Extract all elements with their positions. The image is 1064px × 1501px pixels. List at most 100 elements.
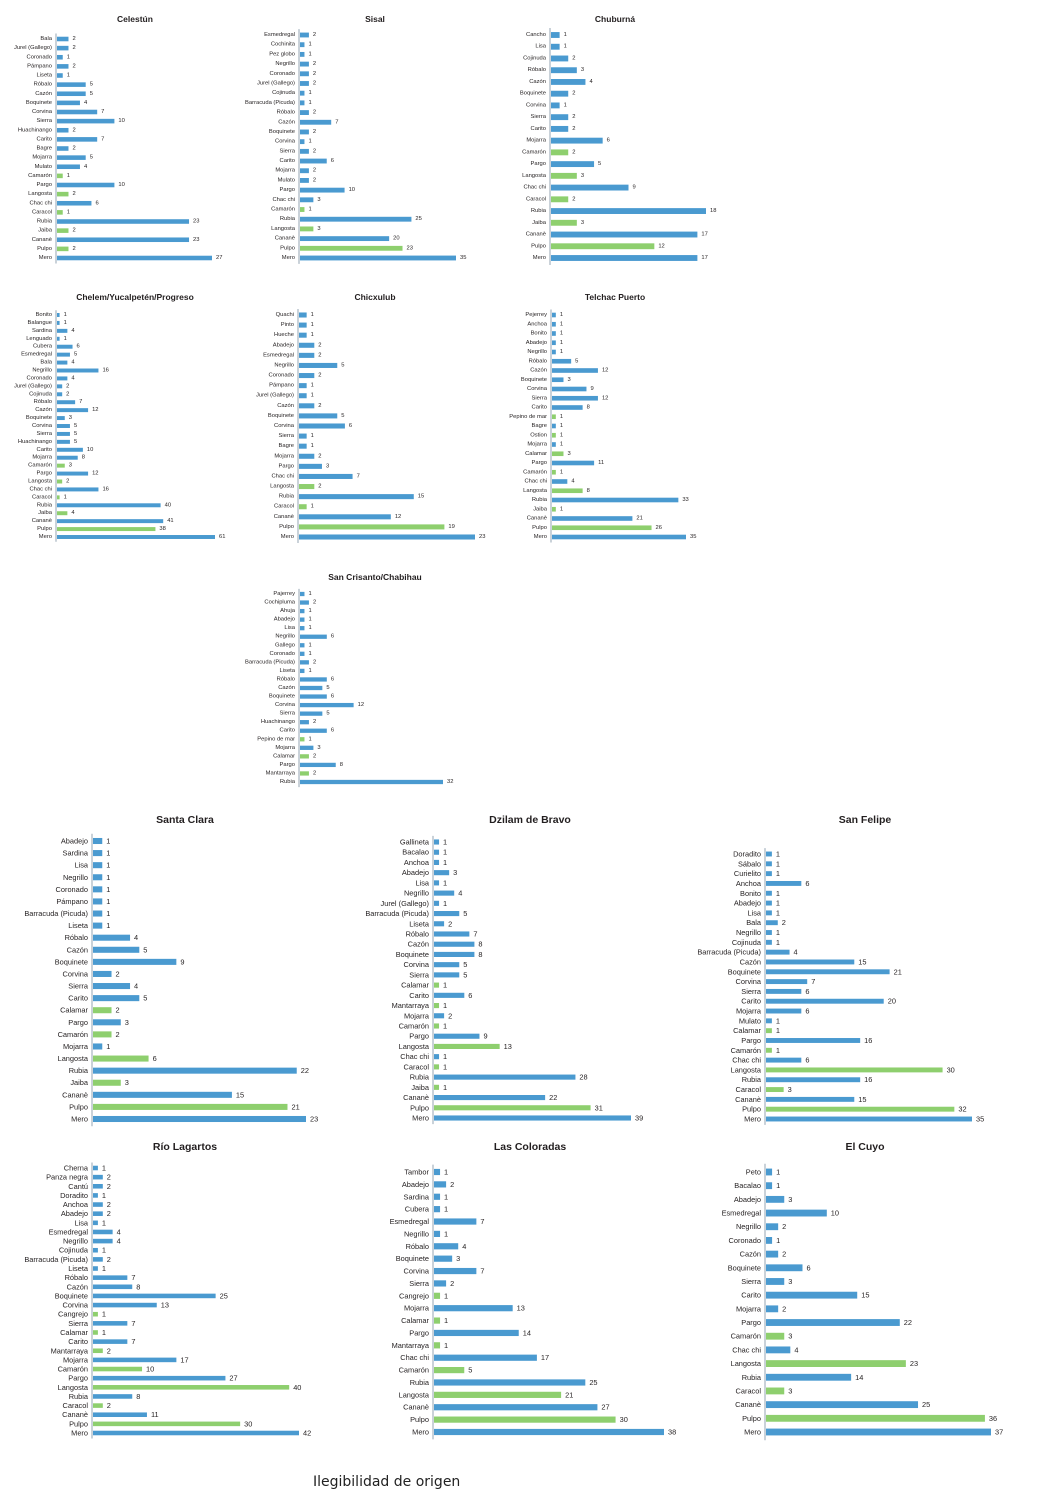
bar-carito [552,405,583,410]
value-label: 1 [67,173,70,179]
chart-san-crisanto-chabihau: San Crisanto/Chabihau Pajerrey 1 Cochipluma… [245,572,500,790]
category-label: Abadejo [734,899,761,908]
category-label: Barracuda (Picuda) [697,948,761,957]
value-label: 1 [102,1246,106,1255]
category-label: Cazón [278,119,295,125]
value-label: 16 [864,1075,872,1084]
value-label: 8 [587,488,590,494]
category-label: Pepino de mar [257,736,295,742]
value-label: 5 [74,439,77,445]
bar-coronado [300,71,309,77]
category-label: Carito [37,447,52,453]
value-label: 1 [102,1164,106,1173]
category-label: Barracuda (Picuda) [365,909,429,918]
category-label: Caracol [404,1062,430,1071]
bar-carito [766,998,884,1004]
category-label: Huachinango [18,439,52,445]
category-label: Calamar [401,981,429,990]
category-label: Mero [71,1115,88,1124]
bar-bagre [552,423,556,429]
bar-lisa [93,1220,98,1226]
value-label: 1 [776,938,780,947]
category-label: Pulpo [69,1102,88,1111]
bar-canane [766,1401,919,1409]
bar-lenguado [57,336,60,341]
value-label: 1 [444,1341,448,1350]
value-label: 11 [598,460,604,466]
value-label: 2 [572,126,575,132]
bar-jaiba [57,511,68,516]
category-label: Róbalo [406,1242,429,1251]
value-label: 19 [448,524,454,530]
category-label: Pulpo [742,1414,761,1423]
value-label: 8 [136,1392,140,1401]
category-label: Anchoa [736,879,762,888]
bar-pepino-de-mar [300,737,305,742]
category-label: Panza negra [46,1173,89,1182]
bar-canane [93,1091,232,1098]
bar-esmedregal [299,352,315,358]
bar-coronado [766,1237,773,1244]
value-label: 12 [92,407,98,413]
category-label: Cojinuda [29,391,53,397]
value-label: 6 [806,1263,810,1272]
value-label: 27 [601,1403,609,1412]
chart-chelem-yucalpeten-progreso: Chelem/Yucalpetén/Progreso Bonito 1 Balangu… [14,292,250,545]
category-label: Pargo [37,471,52,477]
value-label: 1 [106,837,110,846]
value-label: 1 [64,320,67,326]
bar-chac-chi [300,197,314,203]
bar-esmedregal [57,352,70,357]
bar-langosta [57,479,63,484]
bar-canane [552,516,633,521]
value-label: 16 [102,368,108,374]
category-label: Corvina [275,702,296,708]
value-label: 8 [82,455,85,461]
value-label: 4 [134,982,138,991]
chart-title: Las Coloradas [493,1141,567,1153]
category-label: Chac chi [29,486,52,492]
bar-pepino-de-mar [552,414,556,420]
value-label: 1 [106,1042,110,1051]
bar-barracuda-picuda [93,1257,103,1262]
category-label: Mojarra [32,455,52,461]
category-label: Bonito [740,889,761,898]
category-label: Pez globo [269,51,295,57]
bar-corvina [93,970,112,977]
bar-chart-plot: Bonito 1 Balangue 1 Sardina 4 Lenguado 1 Cubera 6… [14,310,225,542]
category-label: Corvina [32,423,53,429]
category-label: Mantarraya [392,1001,430,1010]
bar-mero [57,535,215,539]
category-label: Rubia [279,494,295,500]
value-label: 1 [444,1168,448,1177]
category-label: Langosta [523,488,548,494]
category-label: Mantarraya [392,1341,430,1350]
bar-huachinango [300,720,309,725]
bar-mojarra [93,1043,103,1050]
value-label: 25 [589,1378,597,1387]
value-label: 8 [340,762,343,768]
category-label: Mojarra [274,453,294,459]
bar-balangue [57,320,60,325]
category-label: Bala [40,36,52,42]
value-label: 2 [318,484,321,490]
category-label: Caracol [736,1085,762,1094]
bar-canane [93,1412,147,1418]
category-label: Abadejo [734,1195,761,1204]
bar-chac-chi [299,473,353,479]
bar-lisa [300,626,305,631]
bar-liseta [93,922,103,929]
value-label: 2 [313,770,316,776]
category-label: Corvina [527,386,548,392]
bar-mero [299,534,475,540]
value-label: 1 [308,736,311,742]
bar-langosta [93,1385,290,1390]
category-label: Cazón [35,91,52,97]
category-label: Ahuja [280,608,296,614]
chart-title: Dzilam de Bravo [489,814,571,826]
value-label: 2 [318,373,321,379]
value-label: 1 [443,899,447,908]
value-label: 3 [788,1332,792,1341]
category-label: Corvina [274,423,295,429]
value-label: 2 [107,1209,111,1218]
